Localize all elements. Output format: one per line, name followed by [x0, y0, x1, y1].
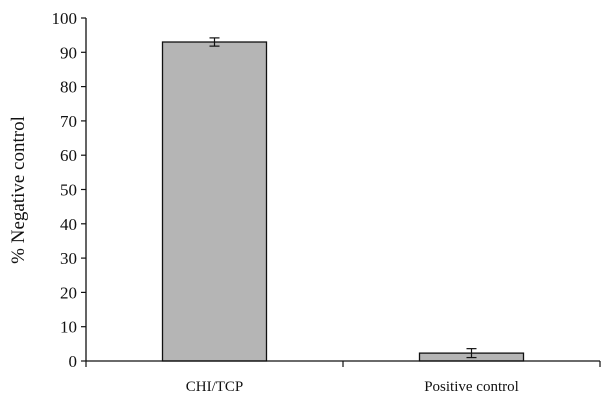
error-bar — [466, 348, 477, 359]
x-axis-category-labels: CHI/TCP Positive control — [186, 379, 519, 395]
y-tick-label: 90 — [60, 43, 77, 62]
x-axis-ticks — [85, 361, 601, 367]
y-tick-label: 100 — [52, 9, 78, 28]
y-tick-label: 0 — [69, 352, 78, 371]
bar — [161, 41, 268, 362]
y-tick-label: 60 — [60, 146, 77, 165]
error-bar — [209, 37, 220, 47]
y-axis-label: % Negative control — [8, 116, 29, 264]
y-tick-label: 10 — [60, 318, 77, 337]
error-bars — [209, 37, 477, 359]
y-axis-ticks: 0 10 20 30 40 50 60 70 80 90 100 — [52, 9, 86, 371]
y-tick-label: 70 — [60, 112, 77, 131]
x-category-label: CHI/TCP — [186, 379, 244, 395]
x-category-label: Positive control — [424, 379, 519, 395]
y-tick-label: 30 — [60, 249, 77, 268]
y-tick-label: 80 — [60, 78, 77, 97]
bars — [161, 41, 525, 362]
y-tick-label: 40 — [60, 215, 77, 234]
y-tick-label: 50 — [60, 181, 77, 200]
y-tick-label: 20 — [60, 283, 77, 302]
